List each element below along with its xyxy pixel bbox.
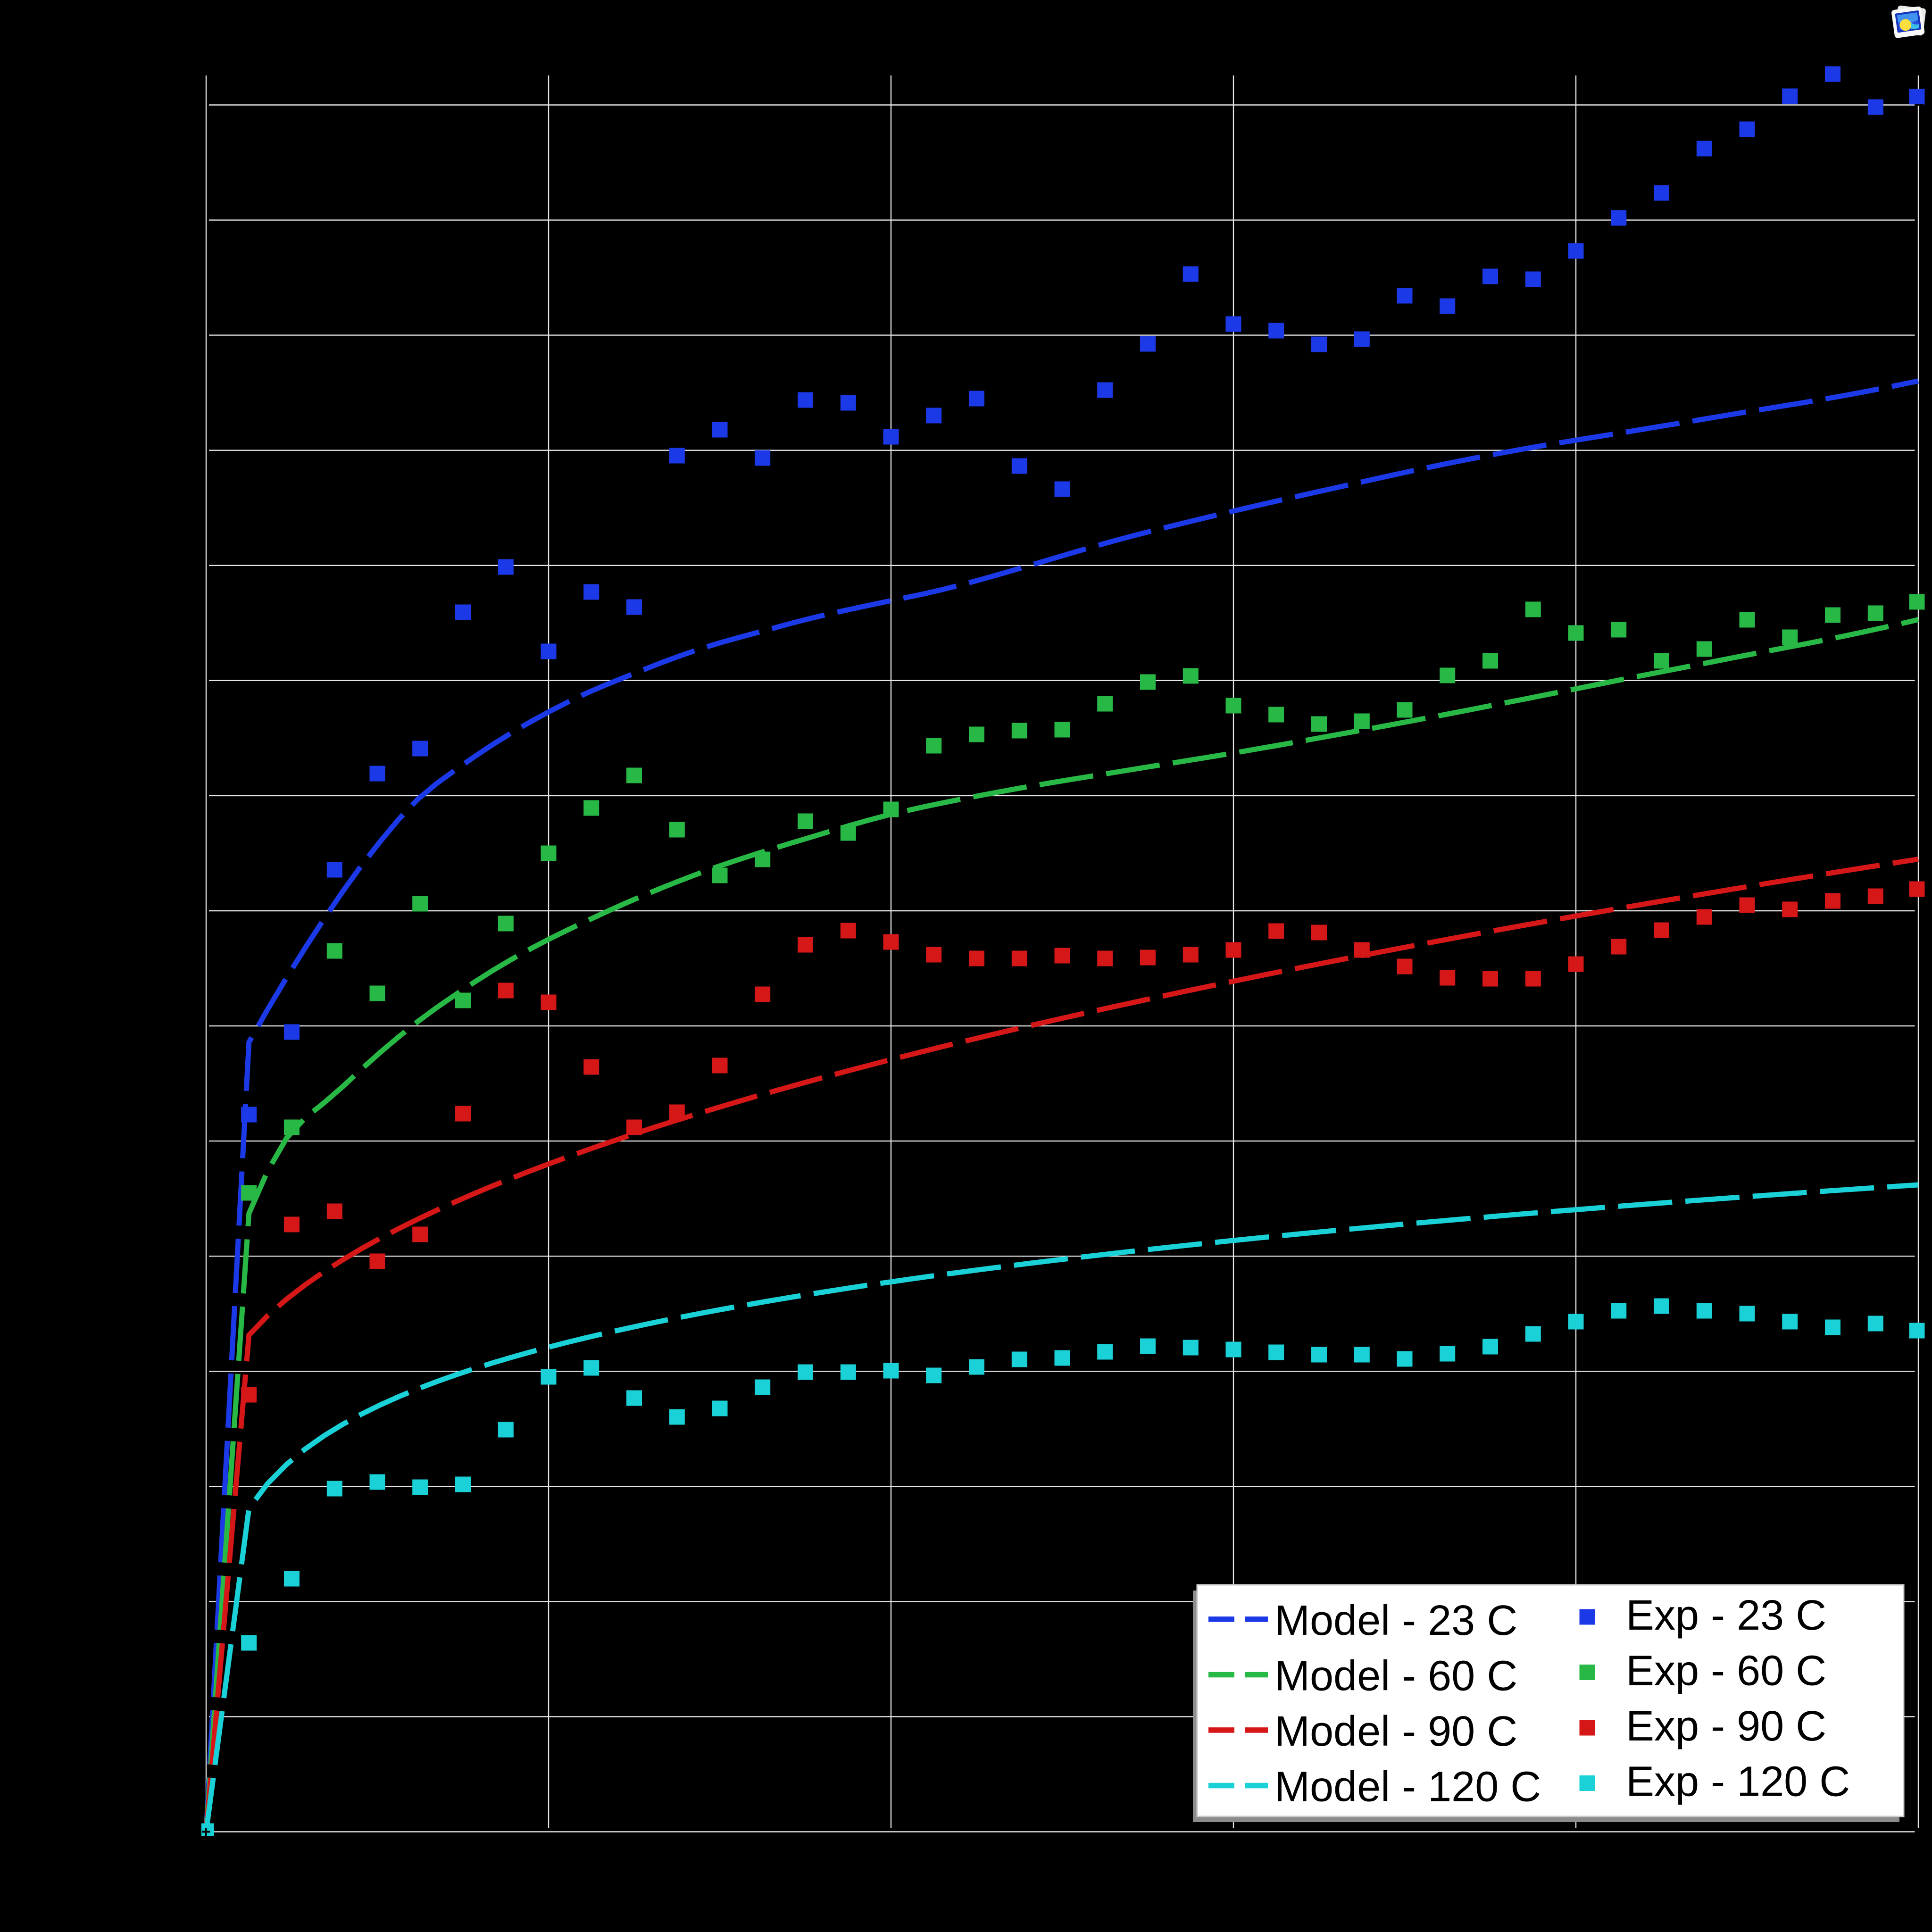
svg-text:Model - 23 C: Model - 23 C [1274,1597,1517,1644]
svg-text:Model - 90 C: Model - 90 C [1274,1708,1517,1755]
svg-text:Exp - 90 C: Exp - 90 C [1626,1703,1826,1750]
svg-text:Exp - 23 C: Exp - 23 C [1626,1592,1826,1639]
svg-text:Exp - 120 C: Exp - 120 C [1626,1758,1850,1806]
svg-text:Model - 120 C: Model - 120 C [1274,1764,1541,1811]
svg-text:Model - 60 C: Model - 60 C [1274,1653,1517,1700]
svg-text:Exp - 60 C: Exp - 60 C [1626,1648,1826,1695]
